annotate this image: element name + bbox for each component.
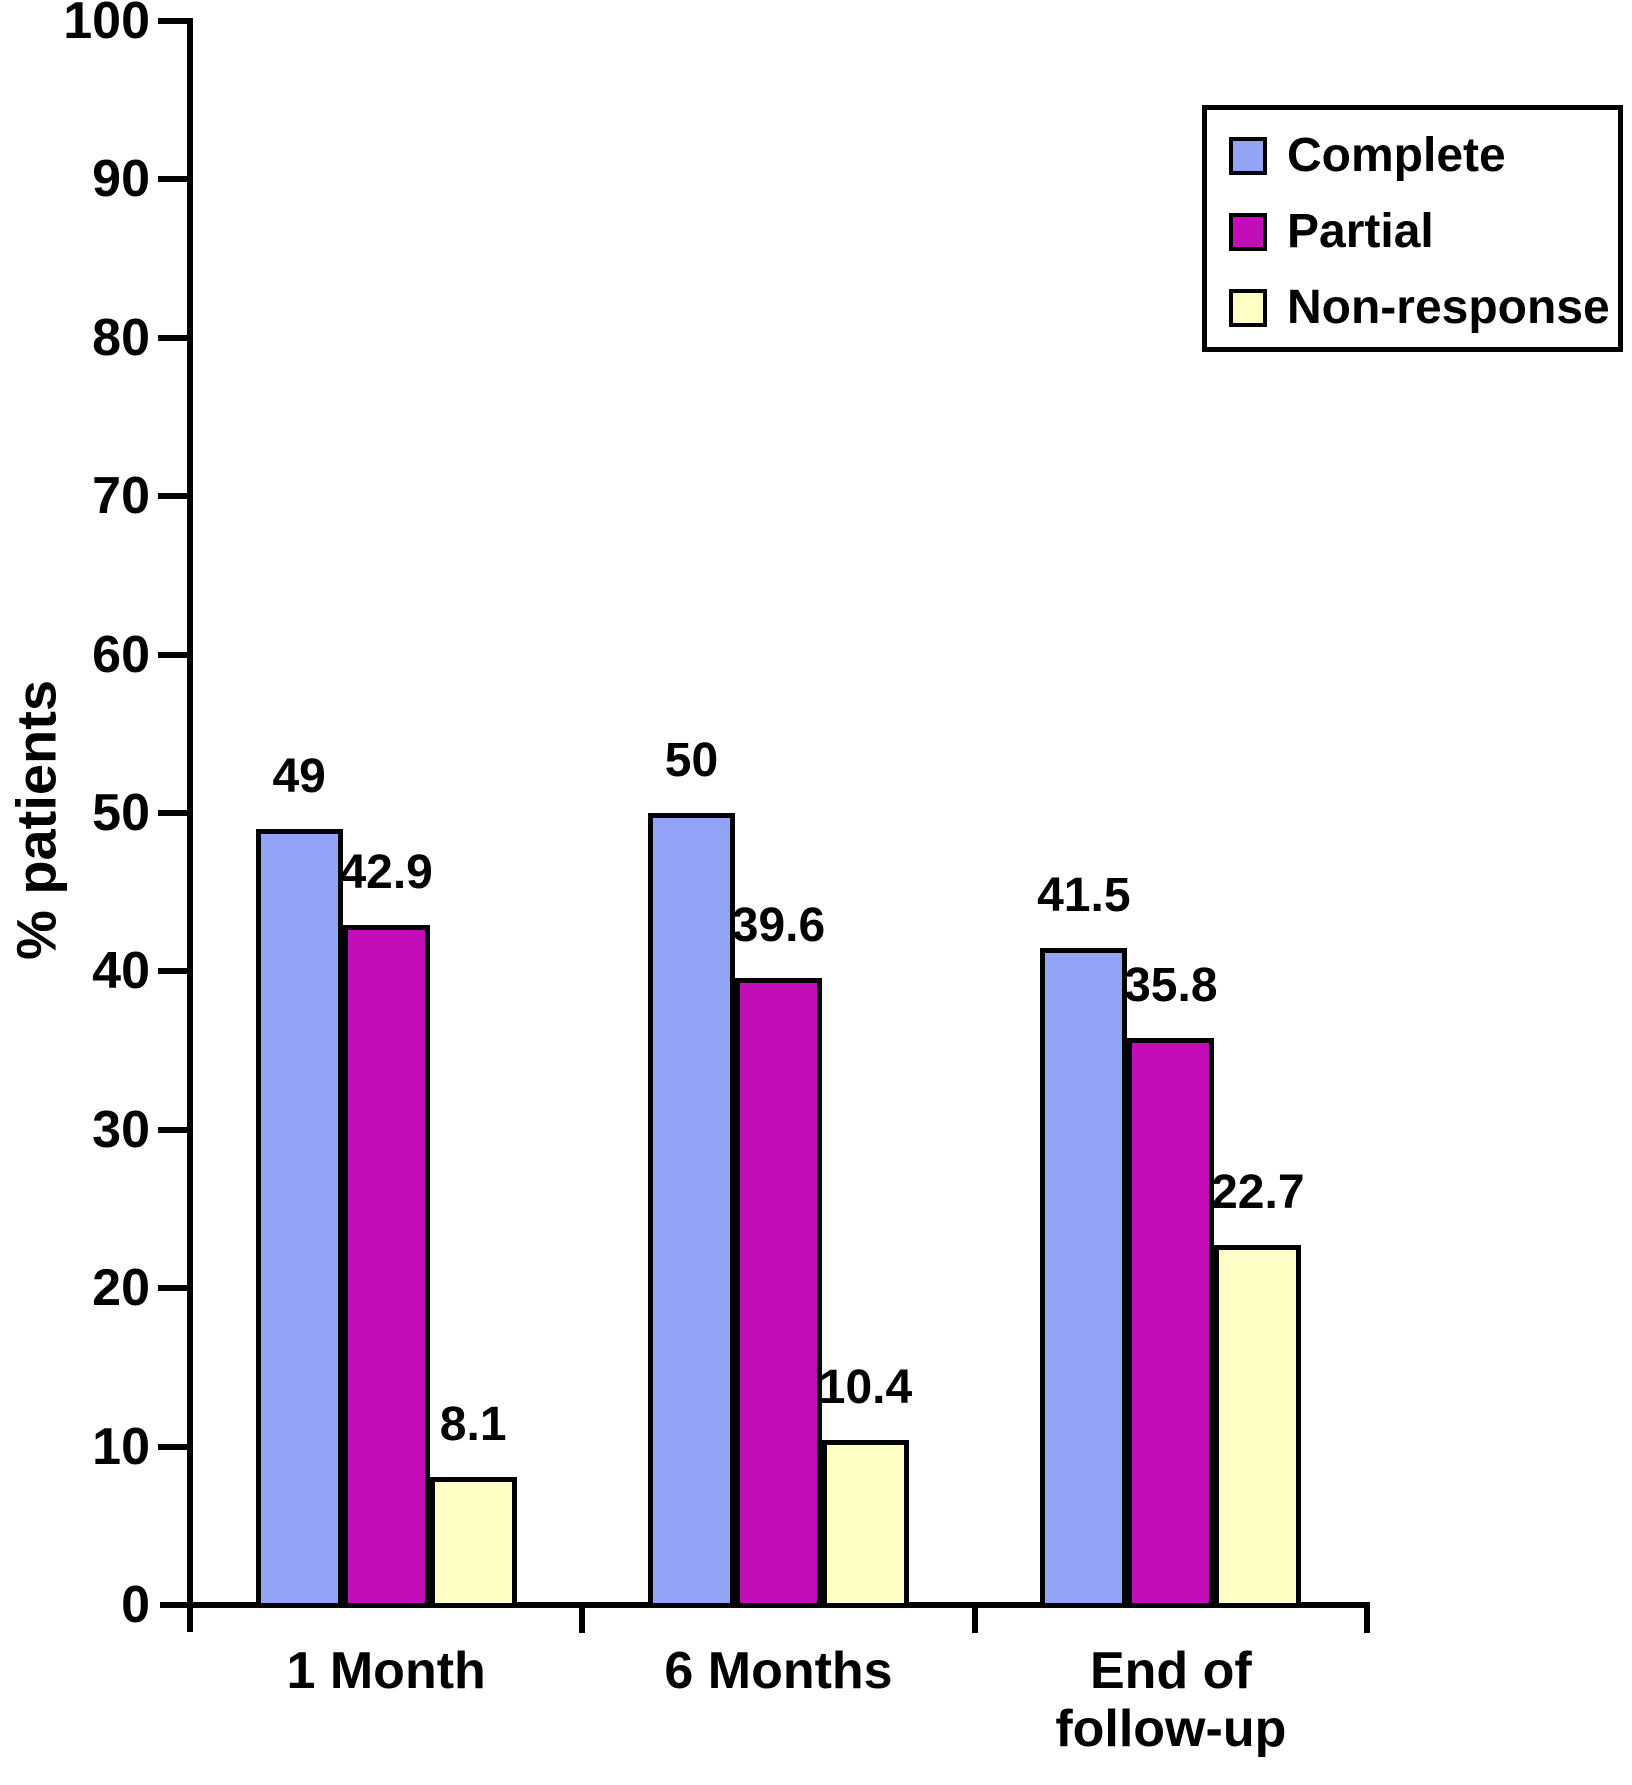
bar-complete-2 <box>648 813 735 1608</box>
x-tick <box>579 1605 586 1633</box>
y-tick-label: 70 <box>92 467 150 526</box>
legend-item-complete: Complete <box>1229 132 1618 180</box>
y-tick-label: 10 <box>92 1417 150 1476</box>
y-tick-label: 90 <box>92 150 150 209</box>
legend-swatch-non-response <box>1229 289 1267 327</box>
y-tick-label: 50 <box>92 784 150 842</box>
y-tick <box>158 1443 188 1450</box>
legend-label-non-response: Non-response <box>1287 281 1610 334</box>
value-label: 39.6 <box>731 898 826 952</box>
legend-item-partial: Partial <box>1229 208 1618 256</box>
y-tick-label: 100 <box>63 0 150 50</box>
bar-partial-2 <box>735 977 822 1608</box>
y-tick <box>158 968 188 975</box>
y-tick <box>158 334 188 341</box>
legend-item-non-response: Non-response <box>1229 284 1618 332</box>
value-label: 22.7 <box>1211 1166 1305 1220</box>
y-tick <box>158 176 188 183</box>
y-tick <box>158 18 188 24</box>
legend: Complete Partial Non-response <box>1202 105 1623 352</box>
value-label: 35.8 <box>1124 958 1218 1012</box>
bar-non-response-2 <box>822 1440 909 1608</box>
y-tick <box>158 1126 188 1133</box>
value-label: 8.1 <box>439 1397 507 1451</box>
y-tick <box>158 1285 188 1292</box>
category-label: 6 Months <box>664 1642 893 1700</box>
legend-swatch-complete <box>1229 137 1267 175</box>
bar-partial-3 <box>1127 1037 1215 1608</box>
legend-label-complete: Complete <box>1287 129 1506 182</box>
bar-complete-1 <box>255 828 343 1608</box>
y-tick-label: 40 <box>92 942 150 1001</box>
y-tick-label: 60 <box>92 625 150 684</box>
bar-non-response-1 <box>429 1476 517 1608</box>
legend-label-partial: Partial <box>1287 205 1434 258</box>
y-tick-label: 80 <box>92 308 150 367</box>
value-label: 42.9 <box>339 846 433 900</box>
bar-non-response-3 <box>1214 1245 1302 1608</box>
y-tick <box>158 810 188 816</box>
value-label: 10.4 <box>818 1361 913 1415</box>
x-tick <box>971 1605 978 1633</box>
y-tick-label: 30 <box>92 1100 150 1159</box>
bar-partial-1 <box>342 925 430 1608</box>
y-tick-label: 20 <box>92 1259 150 1318</box>
y-tick-label: 0 <box>121 1576 150 1634</box>
value-label: 41.5 <box>1037 868 1131 922</box>
bar-complete-3 <box>1040 947 1128 1608</box>
y-tick <box>158 493 188 500</box>
y-tick <box>158 651 188 658</box>
legend-swatch-partial <box>1229 213 1267 251</box>
category-label: End of follow-up <box>1055 1642 1287 1759</box>
y-axis <box>187 18 193 1632</box>
category-label: 1 Month <box>286 1642 486 1700</box>
x-tick <box>1364 1605 1370 1633</box>
value-label: 50 <box>664 734 719 787</box>
value-label: 49 <box>272 749 326 803</box>
